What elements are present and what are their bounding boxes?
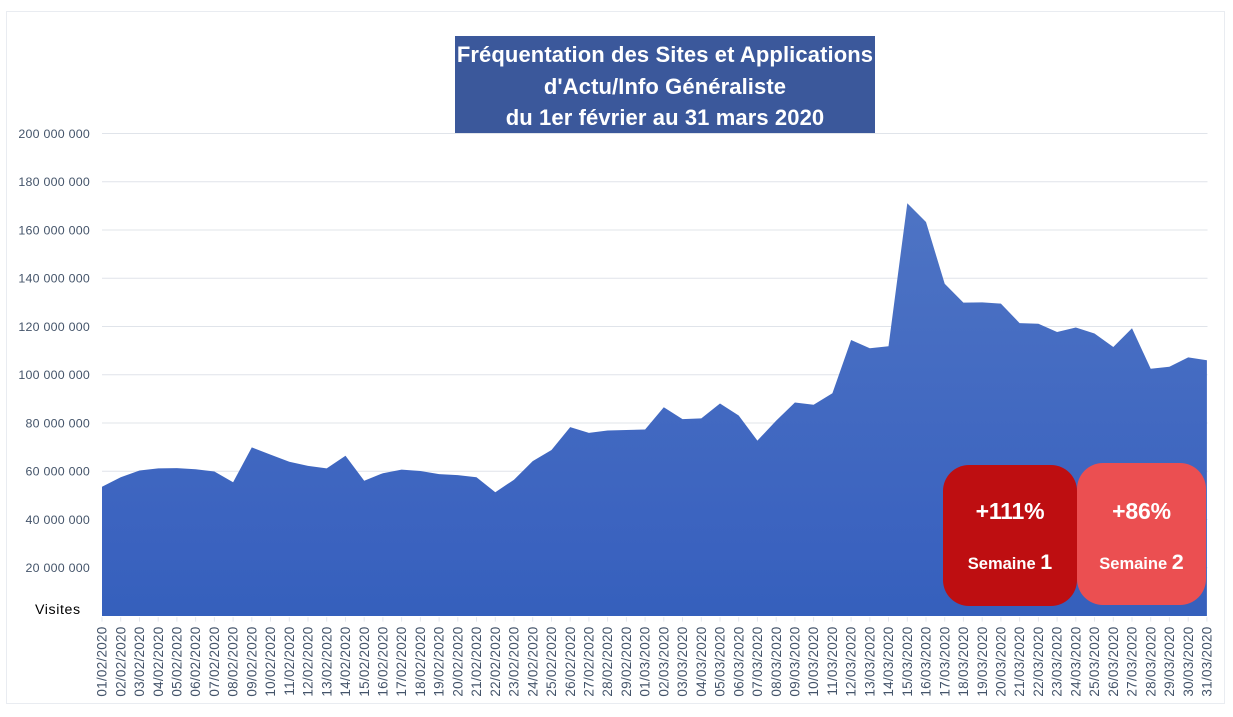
svg-text:08/02/2020: 08/02/2020 [226, 627, 241, 697]
svg-text:27/03/2020: 27/03/2020 [1125, 627, 1140, 697]
svg-text:19/03/2020: 19/03/2020 [975, 627, 990, 697]
svg-text:12/02/2020: 12/02/2020 [301, 627, 316, 697]
svg-text:18/03/2020: 18/03/2020 [956, 627, 971, 697]
svg-text:23/03/2020: 23/03/2020 [1050, 627, 1065, 697]
svg-text:28/02/2020: 28/02/2020 [600, 627, 615, 697]
svg-text:04/03/2020: 04/03/2020 [694, 627, 709, 697]
svg-text:20/03/2020: 20/03/2020 [994, 627, 1009, 697]
svg-text:60 000 000: 60 000 000 [25, 465, 90, 479]
svg-text:80 000 000: 80 000 000 [25, 416, 90, 430]
svg-text:11/03/2020: 11/03/2020 [825, 627, 840, 696]
svg-text:40 000 000: 40 000 000 [25, 513, 90, 527]
svg-text:06/03/2020: 06/03/2020 [731, 627, 746, 697]
svg-text:21/02/2020: 21/02/2020 [469, 627, 484, 697]
svg-text:13/02/2020: 13/02/2020 [319, 627, 334, 697]
svg-text:10/03/2020: 10/03/2020 [806, 627, 821, 697]
svg-text:14/02/2020: 14/02/2020 [338, 627, 353, 697]
svg-text:100 000 000: 100 000 000 [18, 368, 90, 382]
svg-text:09/03/2020: 09/03/2020 [788, 627, 803, 697]
svg-text:05/02/2020: 05/02/2020 [170, 627, 185, 697]
svg-text:18/02/2020: 18/02/2020 [413, 627, 428, 697]
svg-text:11/02/2020: 11/02/2020 [282, 627, 297, 696]
svg-text:24/03/2020: 24/03/2020 [1068, 627, 1083, 697]
svg-text:13/03/2020: 13/03/2020 [862, 627, 877, 697]
svg-text:140 000 000: 140 000 000 [18, 272, 90, 286]
svg-text:01/02/2020: 01/02/2020 [95, 627, 110, 697]
svg-text:31/03/2020: 31/03/2020 [1200, 627, 1215, 697]
svg-text:21/03/2020: 21/03/2020 [1012, 627, 1027, 697]
svg-text:10/02/2020: 10/02/2020 [263, 627, 278, 697]
svg-text:26/02/2020: 26/02/2020 [563, 627, 578, 697]
svg-text:26/03/2020: 26/03/2020 [1106, 627, 1121, 697]
svg-text:05/03/2020: 05/03/2020 [713, 627, 728, 697]
svg-text:03/02/2020: 03/02/2020 [132, 627, 147, 697]
svg-text:22/02/2020: 22/02/2020 [488, 627, 503, 697]
svg-text:04/02/2020: 04/02/2020 [151, 627, 166, 697]
svg-text:23/02/2020: 23/02/2020 [507, 627, 522, 697]
svg-text:02/03/2020: 02/03/2020 [656, 627, 671, 697]
svg-text:200 000 000: 200 000 000 [18, 127, 90, 141]
svg-text:24/02/2020: 24/02/2020 [525, 627, 540, 697]
svg-text:27/02/2020: 27/02/2020 [582, 627, 597, 697]
svg-text:16/03/2020: 16/03/2020 [919, 627, 934, 697]
svg-text:25/02/2020: 25/02/2020 [544, 627, 559, 697]
svg-text:07/03/2020: 07/03/2020 [750, 627, 765, 697]
svg-text:20 000 000: 20 000 000 [25, 561, 90, 575]
svg-text:160 000 000: 160 000 000 [18, 223, 90, 237]
svg-text:01/03/2020: 01/03/2020 [638, 627, 653, 697]
svg-text:29/02/2020: 29/02/2020 [619, 627, 634, 697]
svg-text:120 000 000: 120 000 000 [18, 320, 90, 334]
svg-text:06/02/2020: 06/02/2020 [188, 627, 203, 697]
svg-text:02/02/2020: 02/02/2020 [113, 627, 128, 697]
svg-text:30/03/2020: 30/03/2020 [1181, 627, 1196, 697]
svg-text:22/03/2020: 22/03/2020 [1031, 627, 1046, 697]
svg-text:14/03/2020: 14/03/2020 [881, 627, 896, 697]
svg-text:17/03/2020: 17/03/2020 [937, 627, 952, 697]
svg-text:180 000 000: 180 000 000 [18, 175, 90, 189]
svg-text:29/03/2020: 29/03/2020 [1162, 627, 1177, 697]
svg-text:15/03/2020: 15/03/2020 [900, 627, 915, 697]
svg-text:28/03/2020: 28/03/2020 [1143, 627, 1158, 697]
svg-text:25/03/2020: 25/03/2020 [1087, 627, 1102, 697]
svg-text:19/02/2020: 19/02/2020 [432, 627, 447, 697]
svg-text:03/03/2020: 03/03/2020 [675, 627, 690, 697]
svg-text:17/02/2020: 17/02/2020 [394, 627, 409, 697]
svg-text:16/02/2020: 16/02/2020 [376, 627, 391, 697]
svg-text:07/02/2020: 07/02/2020 [207, 627, 222, 697]
svg-text:12/03/2020: 12/03/2020 [844, 627, 859, 697]
svg-text:20/02/2020: 20/02/2020 [450, 627, 465, 697]
svg-text:15/02/2020: 15/02/2020 [357, 627, 372, 697]
svg-text:08/03/2020: 08/03/2020 [769, 627, 784, 697]
svg-text:09/02/2020: 09/02/2020 [244, 627, 259, 697]
